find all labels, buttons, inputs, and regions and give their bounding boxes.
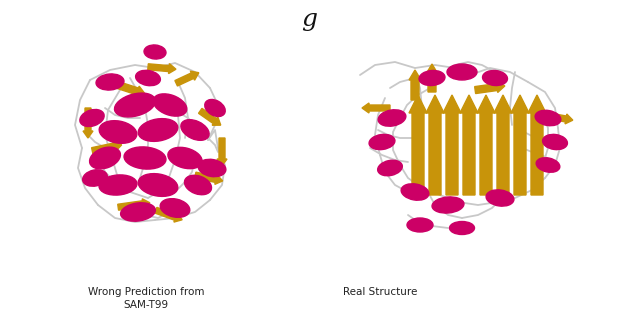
Ellipse shape bbox=[432, 197, 464, 213]
Ellipse shape bbox=[138, 174, 178, 196]
Ellipse shape bbox=[419, 71, 445, 86]
Ellipse shape bbox=[120, 203, 155, 221]
Ellipse shape bbox=[89, 147, 120, 169]
FancyArrow shape bbox=[148, 64, 176, 73]
FancyArrow shape bbox=[426, 64, 438, 92]
FancyArrow shape bbox=[548, 113, 573, 124]
Ellipse shape bbox=[535, 110, 561, 126]
Text: g: g bbox=[301, 8, 317, 31]
FancyArrow shape bbox=[443, 95, 461, 195]
FancyArrow shape bbox=[474, 82, 505, 93]
Ellipse shape bbox=[543, 134, 568, 150]
Ellipse shape bbox=[135, 70, 160, 86]
FancyArrow shape bbox=[92, 141, 122, 154]
Ellipse shape bbox=[205, 99, 225, 116]
Ellipse shape bbox=[407, 218, 433, 232]
Ellipse shape bbox=[80, 110, 104, 127]
Ellipse shape bbox=[99, 175, 137, 195]
FancyArrow shape bbox=[528, 95, 546, 195]
Ellipse shape bbox=[198, 159, 226, 177]
Ellipse shape bbox=[401, 184, 429, 200]
Ellipse shape bbox=[483, 71, 507, 86]
FancyArrow shape bbox=[426, 95, 444, 195]
Ellipse shape bbox=[114, 93, 155, 117]
FancyArrow shape bbox=[217, 138, 227, 166]
FancyArrow shape bbox=[511, 95, 529, 195]
Ellipse shape bbox=[138, 119, 178, 141]
FancyArrow shape bbox=[409, 95, 427, 195]
Ellipse shape bbox=[168, 147, 202, 169]
Ellipse shape bbox=[181, 120, 209, 140]
Ellipse shape bbox=[160, 199, 190, 217]
FancyArrow shape bbox=[108, 79, 145, 97]
Text: SAM-T99: SAM-T99 bbox=[124, 300, 168, 310]
FancyArrow shape bbox=[477, 95, 495, 195]
Ellipse shape bbox=[184, 175, 212, 195]
FancyArrow shape bbox=[494, 95, 512, 195]
Ellipse shape bbox=[378, 160, 402, 176]
FancyArrow shape bbox=[362, 103, 390, 113]
FancyArrow shape bbox=[155, 207, 182, 222]
Text: Wrong Prediction from: Wrong Prediction from bbox=[88, 287, 204, 297]
FancyArrow shape bbox=[460, 95, 478, 195]
Ellipse shape bbox=[83, 170, 107, 186]
FancyArrow shape bbox=[409, 70, 421, 100]
FancyArrow shape bbox=[118, 199, 150, 210]
Text: Real Structure: Real Structure bbox=[343, 287, 417, 297]
FancyArrow shape bbox=[175, 71, 199, 86]
Ellipse shape bbox=[144, 45, 166, 59]
Ellipse shape bbox=[486, 190, 514, 206]
Ellipse shape bbox=[124, 147, 166, 169]
Ellipse shape bbox=[536, 158, 560, 172]
FancyArrow shape bbox=[83, 108, 93, 138]
Ellipse shape bbox=[447, 64, 477, 80]
Ellipse shape bbox=[99, 121, 137, 143]
Ellipse shape bbox=[378, 110, 406, 126]
Ellipse shape bbox=[369, 134, 395, 150]
FancyArrow shape bbox=[194, 172, 223, 184]
Ellipse shape bbox=[96, 74, 124, 90]
Ellipse shape bbox=[153, 94, 187, 116]
FancyArrow shape bbox=[199, 108, 220, 125]
Ellipse shape bbox=[450, 221, 474, 235]
